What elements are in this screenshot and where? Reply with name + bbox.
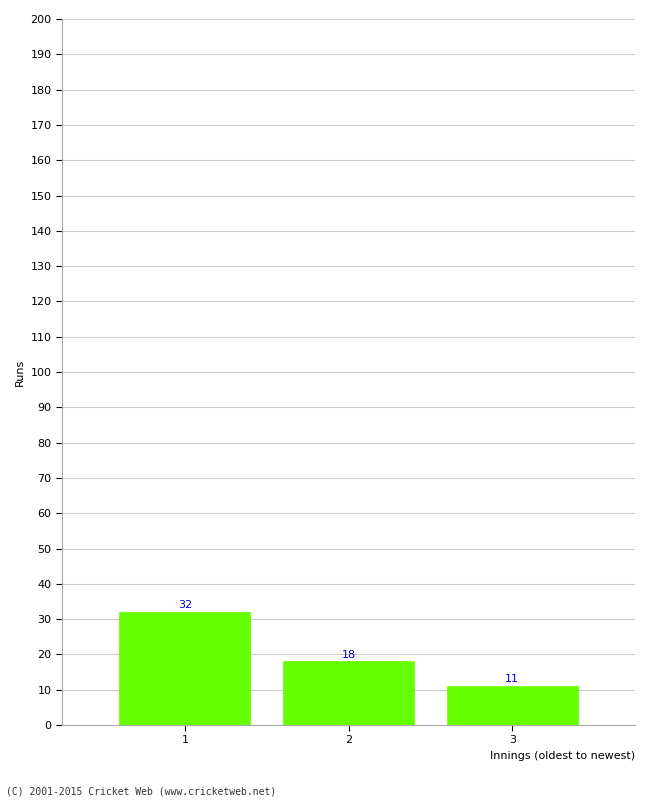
Y-axis label: Runs: Runs [15,358,25,386]
X-axis label: Innings (oldest to newest): Innings (oldest to newest) [490,751,635,761]
Text: 32: 32 [178,600,192,610]
Bar [120,612,250,725]
Bar [283,662,414,725]
Text: 11: 11 [505,674,519,685]
Text: (C) 2001-2015 Cricket Web (www.cricketweb.net): (C) 2001-2015 Cricket Web (www.cricketwe… [6,786,277,796]
Bar [447,686,578,725]
Text: 18: 18 [341,650,356,660]
